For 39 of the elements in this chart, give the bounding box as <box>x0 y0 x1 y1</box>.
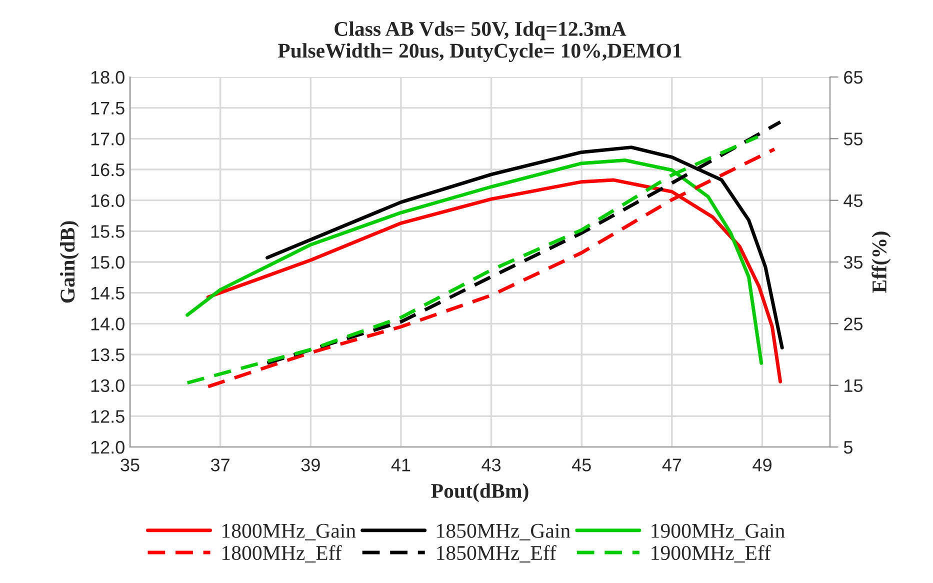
legend-label: 1800MHz_Gain <box>222 524 356 540</box>
y2-tick-label: 35 <box>844 256 863 269</box>
x-tick-label: 41 <box>391 458 410 472</box>
x-tick-label: 47 <box>662 458 682 472</box>
y-tick-label: 14.0 <box>91 318 124 330</box>
y-axis-title: Gain(dB) <box>60 221 79 303</box>
y2-tick-label: 25 <box>844 318 863 330</box>
x-axis-title: Pout(dBm) <box>431 483 528 502</box>
x-tick-label: 37 <box>210 458 230 472</box>
y-tick-label: 16.5 <box>91 163 124 176</box>
chart-title: Class AB Vds= 50V, Idq=12.3mA PulseWidth= 20us, DutyCycle= 10%,DEMO1 <box>278 21 682 62</box>
y2-tick-label: 15 <box>844 379 863 392</box>
x-tick-label: 35 <box>120 458 140 472</box>
y-tick-label: 15.5 <box>91 225 124 238</box>
legend-label: 1800MHz_Eff <box>222 545 342 562</box>
y2-tick-label: 45 <box>844 194 863 208</box>
y2-tick-label: 5 <box>844 441 852 454</box>
legend-label: 1850MHz_Gain <box>437 524 570 540</box>
x-tick-label: 45 <box>572 458 591 472</box>
y-tick-label: 13.5 <box>91 348 124 362</box>
line-series <box>266 120 782 365</box>
y-tick-label: 13.0 <box>91 379 124 392</box>
legend-label: 1900MHz_Eff <box>652 545 771 562</box>
y-tick-label: 14.5 <box>91 286 124 300</box>
x-tick-label: 39 <box>301 458 320 472</box>
y-tick-label: 18.0 <box>91 70 124 84</box>
x-tick-label: 49 <box>752 458 772 472</box>
y2-tick-label: 65 <box>844 70 863 84</box>
y2-tick-label: 55 <box>844 132 863 146</box>
y-tick-label: 12.5 <box>91 410 124 423</box>
legend-label: 1900MHz_Gain <box>652 524 785 540</box>
y-tick-label: 16.0 <box>91 194 124 208</box>
y2-axis-title: Eff(%) <box>872 232 891 293</box>
x-tick-label: 43 <box>482 458 501 472</box>
y-tick-label: 17.0 <box>91 132 124 146</box>
y-tick-label: 15.0 <box>91 256 124 269</box>
legend-label: 1850MHz_Eff <box>437 545 556 562</box>
y-tick-label: 17.5 <box>91 102 124 115</box>
y-tick-label: 12.0 <box>91 440 124 454</box>
